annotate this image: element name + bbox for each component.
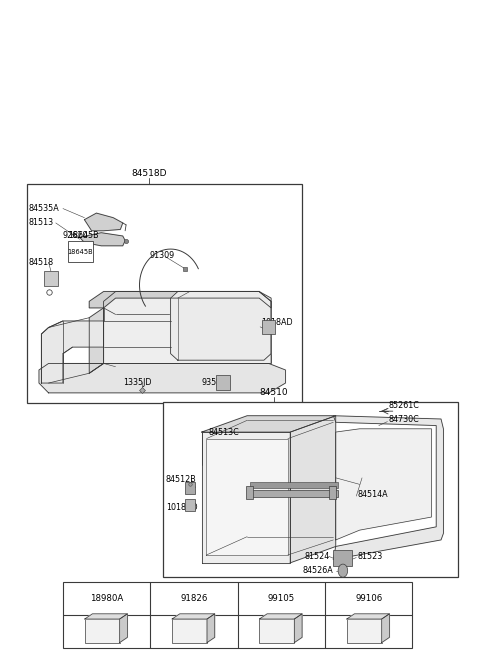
Text: 1018AD: 1018AD [262,318,293,327]
Polygon shape [333,416,444,559]
Text: 92620: 92620 [63,231,88,240]
Polygon shape [104,291,271,364]
Polygon shape [336,429,432,540]
Bar [250,489,338,497]
Text: 91309: 91309 [149,251,174,260]
Bar [185,498,195,510]
Polygon shape [382,614,389,643]
Polygon shape [85,614,127,619]
Text: 1335JD: 1335JD [123,378,151,387]
Text: 81523: 81523 [357,552,383,561]
Polygon shape [120,614,127,643]
Bar [44,271,58,286]
Polygon shape [80,233,125,246]
Polygon shape [41,321,104,383]
Text: 93510: 93510 [202,378,227,387]
Bar [85,619,120,643]
Polygon shape [170,291,271,360]
Text: 84518: 84518 [28,257,54,267]
Polygon shape [202,416,336,432]
Bar [333,550,351,566]
Bar [250,482,338,487]
Text: 91826: 91826 [180,594,208,603]
Bar [246,485,253,498]
Text: 81513: 81513 [28,218,54,227]
Polygon shape [294,614,302,643]
Bar [328,485,336,498]
Bar [262,320,275,334]
Polygon shape [347,614,389,619]
Text: 84512B: 84512B [166,475,197,483]
Polygon shape [172,614,215,619]
Text: 1018AD: 1018AD [166,503,197,512]
Polygon shape [89,308,104,373]
Text: 84518D: 84518D [132,170,167,178]
Bar [163,402,458,577]
Bar [185,482,195,494]
Polygon shape [290,416,336,563]
Text: 84514A: 84514A [357,490,388,498]
Bar [68,241,93,262]
Text: 18645B: 18645B [67,249,93,255]
Text: 84513C: 84513C [209,428,240,437]
Polygon shape [207,614,215,643]
Text: 85261C: 85261C [388,402,419,411]
Polygon shape [84,213,123,231]
Text: 84535A: 84535A [28,204,59,213]
Polygon shape [206,439,288,555]
Polygon shape [89,291,271,308]
Bar [27,183,302,403]
Polygon shape [202,432,290,563]
Text: 84526A: 84526A [302,566,333,575]
Text: 18645B: 18645B [68,231,98,240]
Text: 84730C: 84730C [388,415,419,424]
Bar [63,582,412,648]
Text: 99105: 99105 [268,594,295,603]
Bar [347,619,382,643]
Circle shape [338,564,348,577]
Text: 18980A: 18980A [90,594,123,603]
Bar [260,619,294,643]
Bar [172,619,207,643]
Text: 81524: 81524 [305,552,330,561]
Text: 99106: 99106 [355,594,382,603]
Polygon shape [260,614,302,619]
Bar [216,375,230,390]
Text: 84510: 84510 [259,388,288,398]
Polygon shape [39,364,286,393]
